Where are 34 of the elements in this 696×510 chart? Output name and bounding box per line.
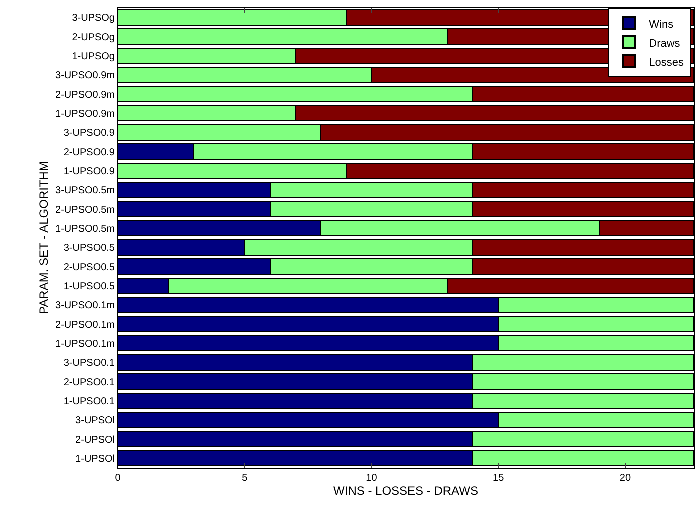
y-tick-label: 2-UPSO0.5m	[56, 204, 115, 216]
y-tick-label: 2-UPSO0.9m	[56, 90, 115, 101]
y-tick-label: 1-UPSO0.1	[64, 396, 116, 408]
x-tick-label: 10	[366, 473, 378, 484]
x-axis-title: WINS - LOSSES - DRAWS	[334, 484, 478, 498]
legend-label: Losses	[649, 56, 684, 69]
y-tick-label: 2-UPSO0.5	[64, 262, 116, 274]
y-tick-label: 2-UPSO0.1	[64, 377, 116, 388]
y-tick-label: 1-UPSOg	[72, 51, 115, 62]
y-tick-label: 1-UPSO0.5m	[56, 224, 115, 235]
y-tick-label: 3-UPSO0.9m	[56, 70, 115, 82]
y-tick-label: 2-UPSOl	[76, 434, 115, 446]
y-tick-label: 3-UPSO0.5m	[56, 186, 115, 197]
y-tick-label: 1-UPSO0.9m	[56, 108, 115, 120]
y-tick-label: 2-UPSOg	[72, 32, 115, 44]
y-tick-label: 2-UPSO0.1m	[56, 320, 115, 331]
y-tick-label: 3-UPSO0.1	[64, 358, 116, 370]
y-tick-label: 1-UPSO0.5	[64, 281, 116, 292]
x-tick-label: 20	[620, 473, 632, 484]
y-tick-label: 2-UPSO0.9	[64, 147, 116, 158]
x-tick-label: 0	[115, 473, 122, 484]
y-tick-label: 3-UPSO0.5	[64, 243, 116, 254]
y-tick-label: 3-UPSOl	[76, 416, 115, 427]
x-tick-label: 15	[493, 473, 505, 484]
y-tick-label: 1-UPSOl	[76, 454, 115, 465]
y-axis-title: PARAM. SET - ALGORITHM	[36, 162, 51, 314]
legend-label: Wins	[649, 18, 674, 31]
y-tick-label: 3-UPSO0.9	[64, 128, 116, 140]
y-tick-label: 3-UPSOg	[72, 13, 115, 24]
legend-label: Draws	[649, 38, 681, 50]
y-tick-label: 1-UPSO0.9	[64, 166, 116, 178]
y-tick-label: 3-UPSO0.1m	[56, 300, 115, 312]
x-tick-label: 5	[242, 473, 248, 484]
y-tick-label: 1-UPSO0.1m	[56, 338, 115, 350]
